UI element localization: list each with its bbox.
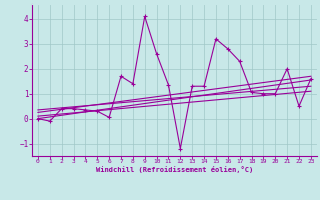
X-axis label: Windchill (Refroidissement éolien,°C): Windchill (Refroidissement éolien,°C) xyxy=(96,166,253,173)
